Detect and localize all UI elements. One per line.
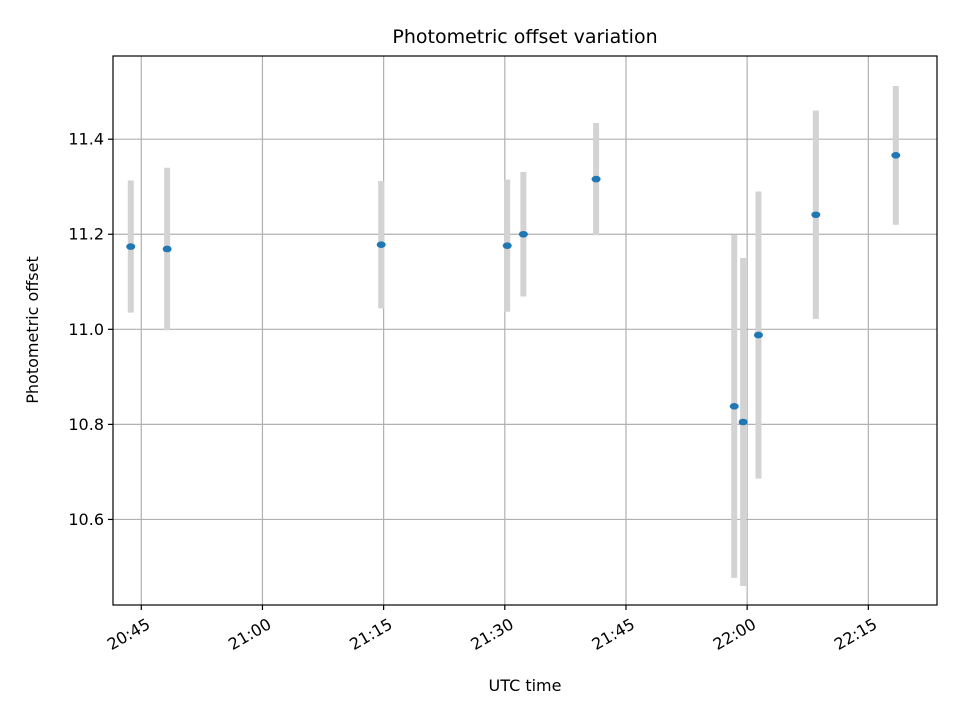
data-point (753, 331, 763, 339)
data-point (126, 243, 136, 250)
y-tick-label: 11.0 (68, 320, 104, 339)
data-point (162, 245, 172, 253)
data-point (591, 175, 601, 183)
data-points (126, 152, 901, 426)
data-point (738, 418, 748, 426)
y-tick-label: 10.6 (68, 510, 104, 529)
data-point (729, 403, 739, 410)
data-point (811, 211, 821, 219)
x-axis-label: UTC time (489, 676, 562, 695)
grid (113, 56, 937, 605)
y-axis-label: Photometric offset (23, 256, 42, 404)
data-point (502, 242, 512, 249)
data-point (376, 241, 386, 249)
y-tick-label: 11.4 (68, 130, 104, 149)
data-point (891, 152, 901, 159)
y-axis: 10.6 10.8 11.0 11.2 11.4 (68, 130, 113, 529)
y-tick-label: 10.8 (68, 415, 104, 434)
data-point (518, 230, 528, 238)
y-tick-label: 11.2 (68, 225, 104, 244)
plot-frame (112, 55, 938, 606)
chart-title: Photometric offset variation (392, 26, 657, 48)
